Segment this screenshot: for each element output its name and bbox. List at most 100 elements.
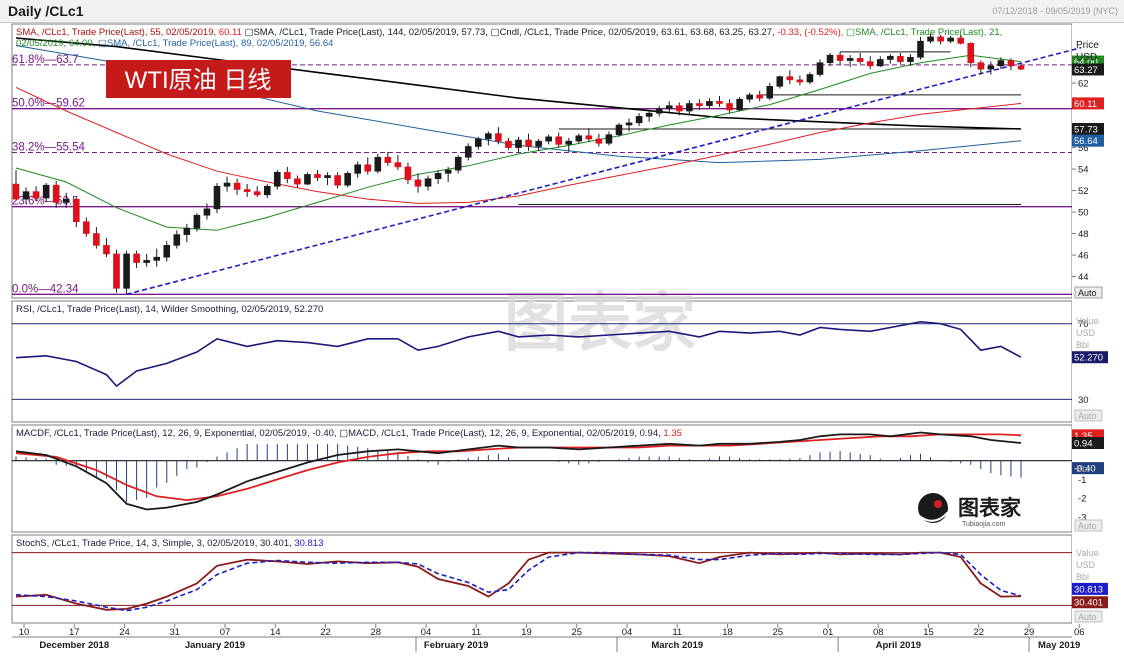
candle-body [153,256,160,261]
rsi-tick-label: 70 [1078,319,1089,330]
stoch-d-line [15,551,1022,612]
x-tick-label: 10 [19,627,30,638]
candle-body [897,55,904,62]
candle [113,249,120,293]
candle-body [776,76,784,87]
candle [294,175,301,188]
candle-body [12,183,20,200]
rsi-axis-header-3: Bbl [1076,340,1089,350]
macd-panel[interactable] [11,424,1073,533]
rsi-auto-button[interactable]: Auto [1074,409,1103,422]
candle [203,203,211,220]
x-tick-label: 31 [169,627,180,638]
candle-body [1007,60,1015,67]
candle-body [223,182,231,187]
month-label: May 2019 [1038,640,1080,651]
macd-tag-text: 1.35 [1074,431,1093,442]
candle-body [937,36,944,42]
candle-body [143,260,150,263]
candle-body [545,136,552,142]
time-axis[interactable] [12,624,1072,670]
candle [334,172,341,189]
macd-line [15,431,1022,511]
candle [123,250,130,294]
logo-mark-icon [918,493,948,523]
price-legend1-part-0: SMA, /CLc1, Trade Price(Last), 55, 02/05… [16,27,219,38]
candle-body [997,60,1005,67]
x-tick-label: 04 [622,627,633,638]
macd-auto-button[interactable]: Auto [1074,519,1103,532]
candle-body [344,173,351,186]
candle [585,128,593,143]
candle-body [856,58,864,62]
candle [826,53,834,66]
fib-label: 50.0%—59.62 [12,98,85,110]
macd-auto-label: Auto [1078,521,1097,531]
rsi-tag-text: 52.270 [1074,353,1103,364]
candle-body [42,184,50,199]
candle [917,36,924,60]
sma21-line [15,54,1022,231]
candle-body [52,184,60,203]
stoch-auto-button[interactable]: Auto [1074,610,1103,623]
candle-body [384,156,392,163]
rsi-panel[interactable] [11,300,1073,423]
logo-cn-text: 图表家 [958,496,1022,520]
candle [675,102,683,116]
candle-body [454,156,462,171]
candle-body [253,191,261,196]
rsi-axis-header-2: USD [1076,328,1096,338]
price-auto-button[interactable]: Auto [1074,286,1103,299]
candle-body [555,136,563,145]
chart-title: Daily /CLc1 [8,3,84,19]
candle [856,53,864,64]
stoch-panel[interactable] [11,534,1073,624]
wti-badge: WTI原油 日线 [106,60,291,98]
candle-body [404,166,412,181]
candle-body [434,173,442,180]
candle-body [83,221,90,234]
candle-body [394,162,402,168]
candle-body [806,74,814,83]
candle [394,155,402,171]
wti-badge-background [106,60,291,98]
rsi-axis-header-1: Value [1076,316,1098,326]
candle [464,143,472,161]
price-tag: 60.11 [1072,97,1104,110]
candle [1007,58,1015,71]
candle-body [485,133,492,140]
candle-body [726,103,733,111]
candle-body [314,174,321,178]
stoch-tag-box [1072,596,1108,609]
candle [284,166,291,184]
candle [153,248,160,267]
chart-canvas[interactable]: 图表家 图表家 Tubiaojia.com 444648505254565860… [0,22,1124,670]
price-tick-label: 44 [1078,272,1089,283]
candle-body [927,36,934,42]
candle [796,75,804,86]
price-tag-box [1072,122,1104,135]
candle-body [907,57,914,62]
candle [62,192,70,208]
candle [474,136,482,150]
price-legend1-part-3: ▢Cndl, /CLc1, Trade Price, 02/05/2019, 6… [491,27,778,38]
macd-legend-a: MACDF, /CLc1, Trade Price(Last), 12, 26,… [16,428,339,439]
macd-tag-text: -0.40 [1074,464,1096,475]
candle [314,170,321,181]
candle-body [675,105,683,112]
price-tag: 63.27 [1072,63,1104,76]
candle-body [585,135,593,140]
candle [263,184,271,199]
candle [384,151,392,166]
price-tag: 57.73 [1072,122,1104,135]
price-tag-box [1072,63,1104,76]
price-tick-label: 50 [1078,208,1089,219]
candle [655,105,663,117]
candle-body [756,94,764,99]
candle [515,136,522,152]
candle [625,118,633,132]
price-legend1-part-1: 60.11 [219,27,242,38]
candle-body [123,253,130,289]
x-tick-label: 08 [873,627,884,638]
candle-body [505,140,512,148]
